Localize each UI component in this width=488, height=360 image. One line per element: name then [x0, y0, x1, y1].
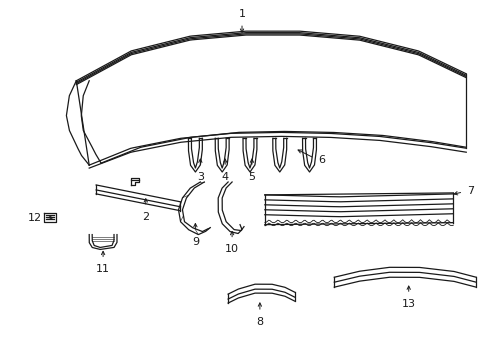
Text: 1: 1: [238, 9, 245, 19]
Text: 6: 6: [318, 155, 325, 165]
Text: 13: 13: [401, 299, 415, 309]
Text: 7: 7: [467, 186, 473, 196]
Text: 12: 12: [27, 213, 41, 223]
Text: 8: 8: [256, 317, 263, 327]
Text: 4: 4: [221, 172, 228, 182]
Text: 10: 10: [224, 244, 239, 255]
Text: 9: 9: [191, 237, 199, 247]
Text: 3: 3: [197, 172, 203, 182]
Text: 5: 5: [248, 172, 255, 182]
Text: 11: 11: [96, 264, 110, 274]
Text: 2: 2: [142, 212, 149, 222]
